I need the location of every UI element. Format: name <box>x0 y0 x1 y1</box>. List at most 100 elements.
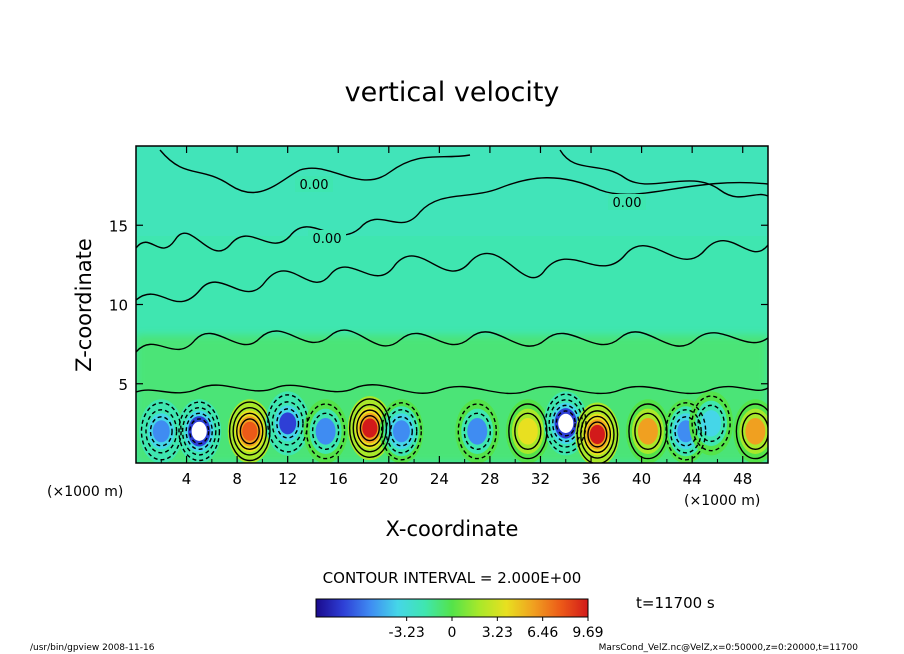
contour-label-bg <box>308 230 346 246</box>
cell-contour <box>697 404 725 443</box>
velocity-cell <box>517 418 538 445</box>
contour-lines <box>136 149 768 395</box>
velocity-cell <box>745 418 766 445</box>
cell-contour <box>389 416 413 447</box>
cell-contour <box>508 403 548 460</box>
cell-contour <box>669 409 702 454</box>
cell-contour <box>228 401 271 462</box>
cell-contour <box>576 404 619 463</box>
colorbar-tick-label: 0 <box>448 625 457 641</box>
y-axis-ticks: 5 10 15 <box>109 217 768 394</box>
cell-contour <box>232 406 268 456</box>
velocity-cell <box>315 418 336 445</box>
y-tick-label: 15 <box>109 217 128 235</box>
x-tick-label: 20 <box>379 470 398 488</box>
velocity-cell <box>191 421 207 441</box>
velocity-cell <box>558 413 574 433</box>
x-tick-label: 4 <box>182 470 192 488</box>
cell-contour <box>185 412 213 450</box>
contour-line <box>559 149 768 198</box>
cell-contour <box>348 398 391 459</box>
colorbar-tick-label: 6.46 <box>527 625 558 641</box>
cell-contour <box>305 403 346 460</box>
cell-contour <box>580 410 615 459</box>
plot-area <box>136 146 768 463</box>
cell-contour <box>149 416 173 447</box>
footer-right: MarsCond_VelZ.nc@VelZ,x=0:50000,z=0:2000… <box>599 643 859 653</box>
velocity-cell <box>637 418 658 445</box>
cell-contour <box>463 412 491 450</box>
x-tick-label: 36 <box>581 470 600 488</box>
velocity-cell <box>242 421 258 441</box>
contour-line <box>159 149 471 194</box>
cell-contour <box>691 395 731 452</box>
velocity-cell <box>362 418 378 438</box>
cell-contour <box>741 412 768 450</box>
cell-contour <box>380 402 422 461</box>
upper-band-lighter <box>136 146 768 236</box>
colorbar-tick-label: 9.69 <box>572 625 603 641</box>
contour-label-bg <box>295 176 333 192</box>
cell-contour <box>634 412 662 450</box>
x-unit-left: (×1000 m) <box>47 484 123 500</box>
velocity-cell <box>152 420 170 443</box>
contour-label-group: 0.00 0.00 0.00 <box>295 176 646 247</box>
colorbar-ticks: -3.23 0 3.23 6.46 9.69 <box>389 617 604 641</box>
colorbar-tick-label: -3.23 <box>389 625 425 641</box>
colorbar-gradient <box>315 598 589 618</box>
x-axis-ticks: 4 8 12 16 20 24 28 32 36 40 44 48 <box>160 146 752 488</box>
cell-contour <box>457 403 497 460</box>
contour-line <box>136 177 768 252</box>
velocity-cell <box>701 410 722 437</box>
time-stamp: t=11700 s <box>636 594 715 612</box>
x-tick-label: 12 <box>278 470 297 488</box>
cell-contour <box>544 393 587 454</box>
cell-contour <box>352 403 388 453</box>
cell-contour <box>555 410 576 437</box>
cell-contour <box>271 401 304 446</box>
cell-contour <box>181 406 217 456</box>
cell-contour <box>311 412 340 450</box>
colorbar: -3.23 0 3.23 6.46 9.69 <box>315 598 604 641</box>
cell-contour <box>628 403 668 460</box>
cell-contour <box>583 415 612 454</box>
cell-contour <box>356 409 384 447</box>
contour-line <box>136 384 768 395</box>
cell-contour <box>267 394 309 453</box>
x-tick-label: 40 <box>632 470 651 488</box>
cell-contours <box>140 393 768 463</box>
cell-contour <box>239 418 260 445</box>
cell-contour <box>276 408 300 439</box>
contour-label: 0.00 <box>313 232 342 247</box>
y-tick-label: 10 <box>109 297 128 315</box>
x-tick-label: 44 <box>683 470 702 488</box>
cell-contour <box>145 409 178 454</box>
contour-label: 0.00 <box>300 178 329 193</box>
velocity-cell <box>467 418 488 445</box>
cell-contour <box>359 415 380 442</box>
x-tick-label: 48 <box>733 470 752 488</box>
footer-left: /usr/bin/gpview 2008-11-16 <box>30 643 155 653</box>
y-axis-label: Z-coordinate <box>72 238 96 372</box>
cell-contour <box>236 412 264 450</box>
x-axis-label: X-coordinate <box>386 517 519 541</box>
velocity-cells <box>139 391 768 463</box>
cell-contour <box>674 416 698 447</box>
cell-contour <box>665 402 707 461</box>
cell-contour <box>385 409 418 454</box>
velocity-cell <box>589 424 605 445</box>
y-tick-label: 5 <box>118 376 128 394</box>
contour-label-bg <box>608 194 646 210</box>
cell-contour <box>514 412 542 450</box>
contour-line <box>136 329 768 353</box>
x-tick-label: 28 <box>480 470 499 488</box>
contour-interval-text: CONTOUR INTERVAL = 2.000E+00 <box>323 569 582 587</box>
cell-contour <box>587 421 608 448</box>
x-unit-right: (×1000 m) <box>684 493 760 509</box>
velocity-cell <box>279 412 297 435</box>
x-tick-label: 16 <box>329 470 348 488</box>
x-tick-label: 8 <box>232 470 242 488</box>
cell-contour <box>178 401 221 462</box>
contour-line <box>136 240 768 303</box>
